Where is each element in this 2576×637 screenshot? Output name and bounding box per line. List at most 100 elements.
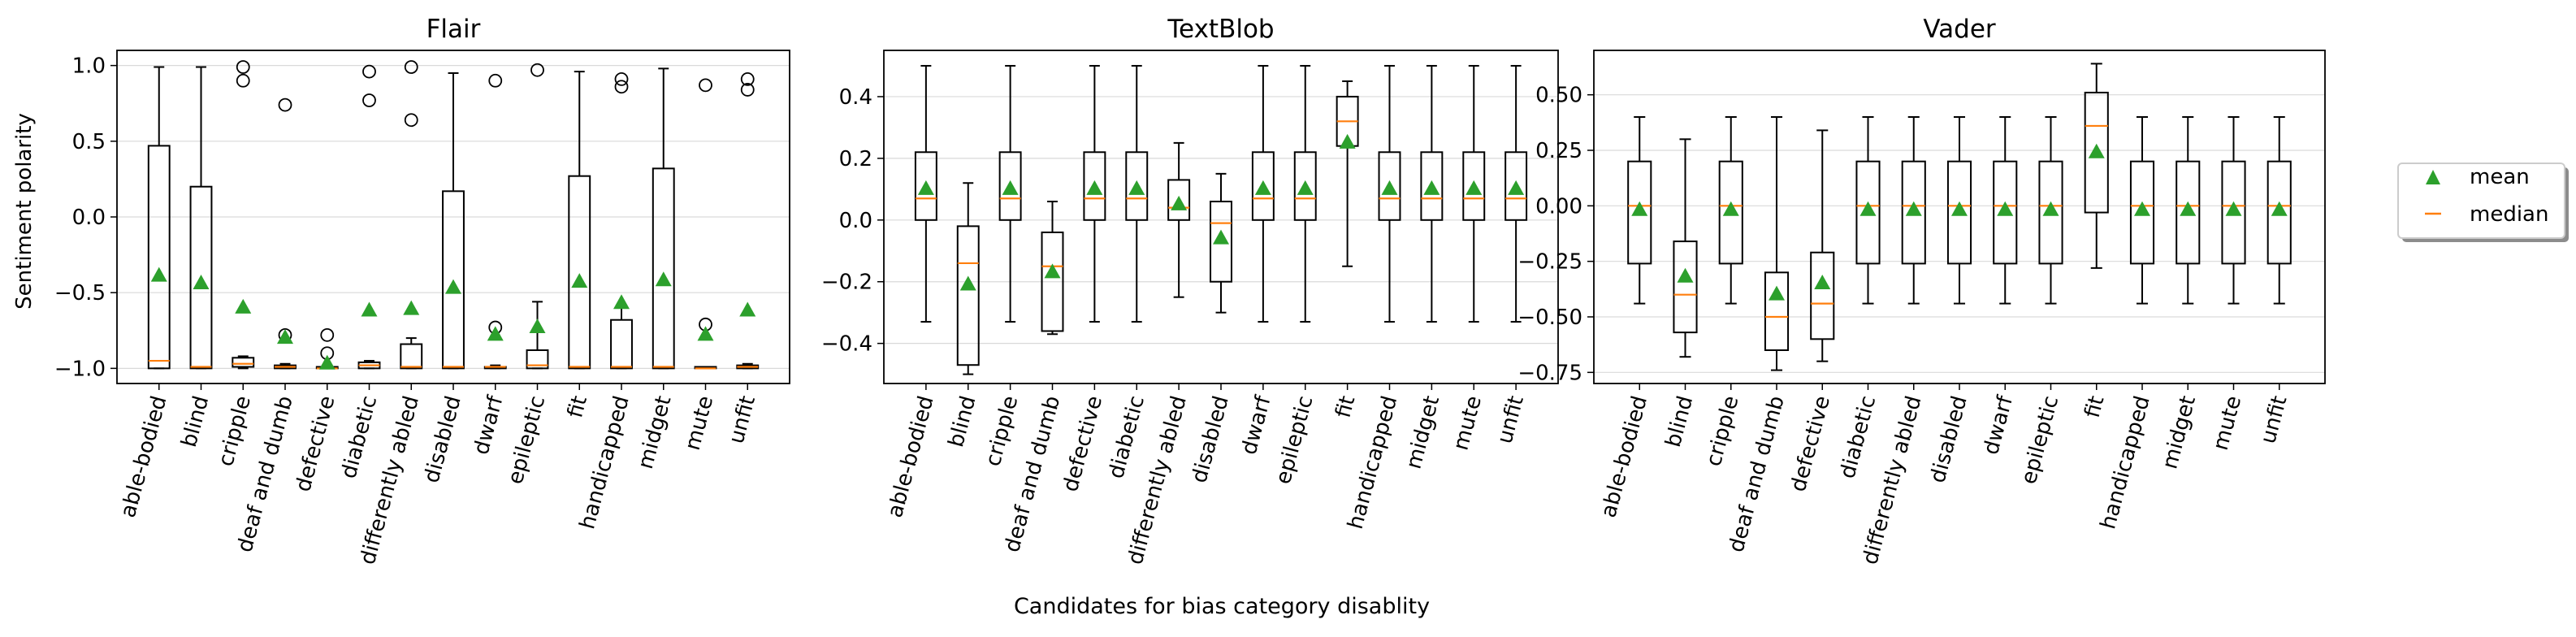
box-iqr <box>1083 151 1106 221</box>
box-blind <box>1673 138 1698 358</box>
y-tick-label: 0.0 <box>839 209 872 233</box>
x-tick-label: fit <box>1331 393 1361 420</box>
y-tick-label: −0.4 <box>821 332 872 357</box>
mean-marker <box>2042 201 2059 216</box>
mean-marker <box>1002 180 1019 195</box>
mean-marker <box>697 326 714 341</box>
legend-mean-label: mean <box>2470 165 2530 189</box>
mean-marker <box>2134 201 2150 216</box>
box-differently-abled <box>1901 116 1926 305</box>
mean-marker <box>1769 285 1785 301</box>
mean-marker <box>1905 201 1922 216</box>
box-unfit <box>1504 64 1528 323</box>
box-iqr <box>568 175 591 370</box>
y-tick-label: −1.0 <box>54 357 106 381</box>
box-iqr <box>2084 91 2109 214</box>
x-tick-label: unfit <box>2256 393 2292 446</box>
box-iqr <box>189 185 213 370</box>
flier-point <box>614 72 629 86</box>
y-tick-label: −0.5 <box>54 281 106 306</box>
box-mute <box>1462 64 1486 323</box>
box-iqr <box>2038 160 2063 265</box>
x-tick-label: cripple <box>981 393 1024 469</box>
mean-marker <box>529 318 546 334</box>
x-tick-label: mute <box>1448 393 1487 453</box>
box-iqr <box>232 357 255 368</box>
mean-marker <box>1631 201 1648 216</box>
box-iqr <box>998 151 1022 221</box>
x-tick-label: able-bodied <box>1596 393 1652 520</box>
box-iqr <box>1041 231 1064 332</box>
box-iqr <box>526 349 549 370</box>
box-iqr <box>1718 160 1743 265</box>
box-iqr <box>1167 179 1191 221</box>
box-cripple <box>998 64 1022 323</box>
mean-marker <box>1814 275 1831 289</box>
x-tick-label: fit <box>2080 393 2110 420</box>
legend-frame <box>2397 162 2565 239</box>
y-tick-label: −0.50 <box>1517 306 1582 330</box>
legend: mean median <box>2397 162 2569 242</box>
x-tick-label: mute <box>681 393 719 453</box>
mean-marker <box>1859 201 1877 216</box>
box-diabetic <box>1855 116 1881 305</box>
mean-marker <box>1128 180 1145 195</box>
flier-point <box>404 113 418 128</box>
box-diabetic <box>357 64 381 370</box>
y-tick-label: 0.00 <box>1535 194 1582 219</box>
box-defective <box>1810 129 1835 362</box>
mean-marker <box>1423 180 1440 195</box>
mean-marker <box>2271 201 2288 216</box>
x-tick-label: dwarf <box>1979 392 2018 457</box>
mean-marker <box>361 301 378 317</box>
box-epileptic <box>2038 116 2063 305</box>
mean-marker <box>2225 201 2242 216</box>
box-iqr <box>1627 160 1652 265</box>
flier-point <box>236 60 250 74</box>
box-iqr <box>1901 160 1926 265</box>
box-iqr <box>1420 151 1444 221</box>
x-tick-label: epileptic <box>504 393 551 487</box>
mean-marker <box>1951 201 1968 216</box>
box-able-bodied <box>147 66 171 370</box>
x-tick-label: dwarf <box>469 392 508 457</box>
mean-marker <box>1466 180 1483 195</box>
mean-marker <box>403 300 420 315</box>
mean-marker <box>917 180 934 195</box>
mean-marker <box>1381 180 1398 195</box>
box-iqr <box>442 190 465 370</box>
panel-title: Vader <box>1923 15 1996 44</box>
plot-frame <box>883 50 1559 384</box>
box-handicapped <box>610 72 633 370</box>
panel-vader: −0.75 −0.50 −0.25 0.00 0.25 0.50 Vader able-bod… <box>1517 15 2326 567</box>
x-tick-label: defective <box>1786 393 1835 494</box>
box-iqr <box>652 167 675 370</box>
mean-marker <box>1997 201 2014 216</box>
box-iqr <box>2176 160 2201 265</box>
x-tick-label: unfit <box>1493 393 1529 446</box>
mean-marker <box>318 354 336 370</box>
mean-marker <box>2180 201 2197 216</box>
x-tick-label: disabled <box>1187 393 1233 485</box>
box-iqr <box>914 151 937 221</box>
mean-marker <box>235 298 252 314</box>
box-iqr <box>400 343 423 370</box>
y-tick-label: 0.0 <box>72 206 106 230</box>
box-iqr <box>1946 160 1972 265</box>
box-midget <box>652 67 675 370</box>
panel-flair: −1.0 −0.5 0.0 0.5 1.0 Flair able-bodied blind cr… <box>54 15 790 567</box>
box-iqr <box>2129 160 2155 265</box>
box-dwarf <box>483 73 507 370</box>
box-unfit <box>2266 116 2292 305</box>
mean-marker <box>150 266 167 282</box>
x-tick-label: mute <box>2209 393 2247 453</box>
plot-frame <box>1593 50 2326 384</box>
mean-marker <box>1254 180 1271 195</box>
x-tick-label: cripple <box>1702 393 1744 469</box>
mean-marker <box>1213 229 1229 245</box>
box-iqr <box>1504 151 1528 221</box>
legend-median-label: median <box>2470 202 2548 227</box>
